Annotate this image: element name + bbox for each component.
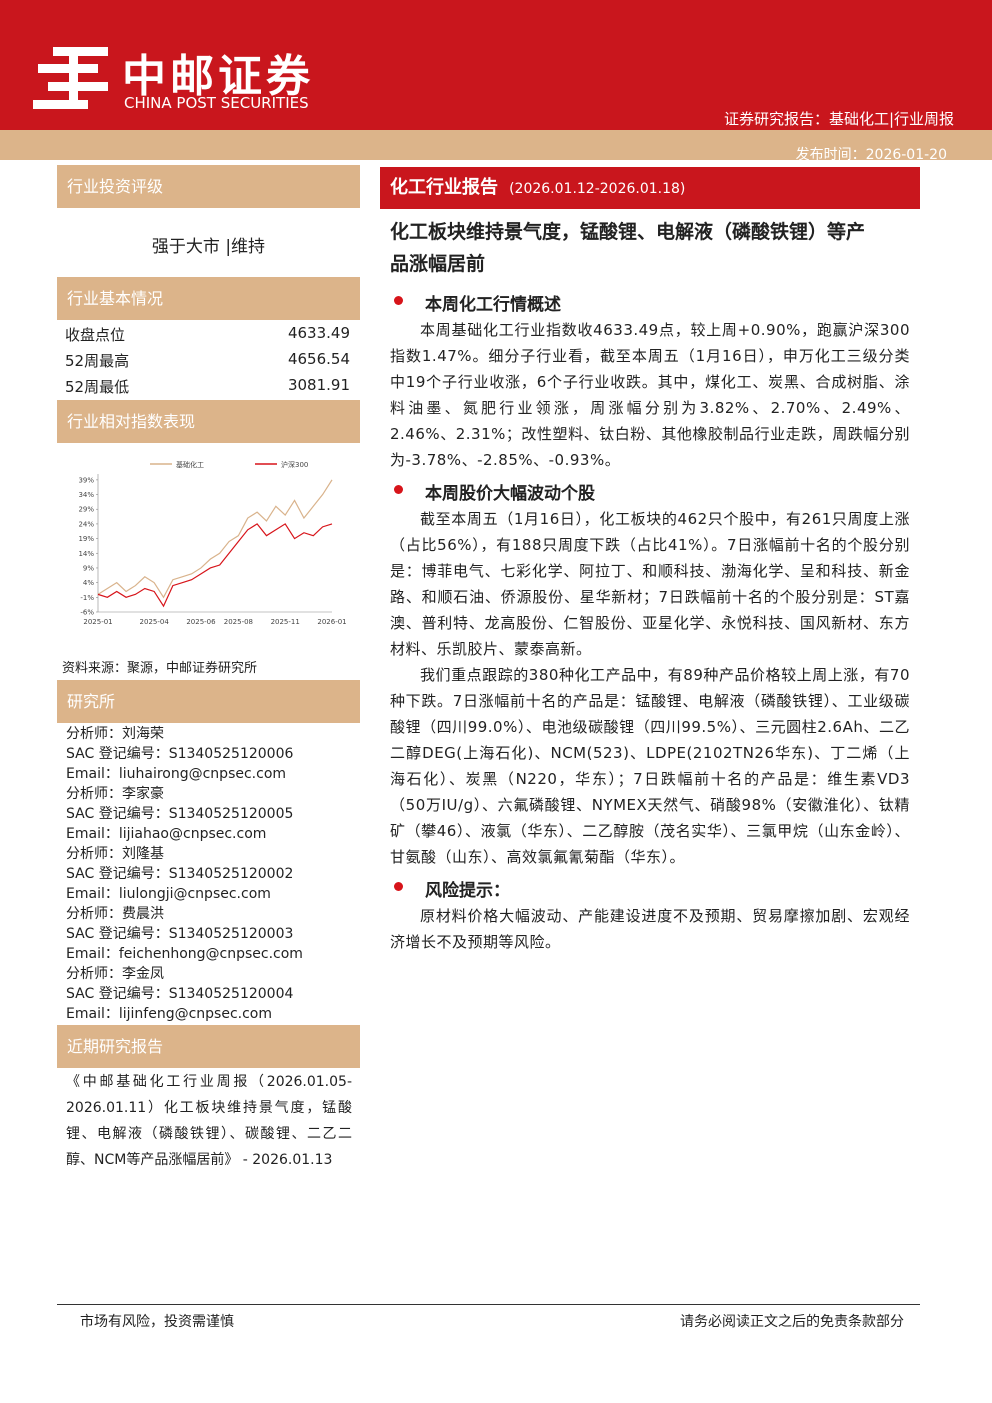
date-band	[0, 130, 992, 160]
footer-left: 市场有风险，投资需谨慎	[80, 1314, 234, 1330]
section-header: 研究所	[57, 680, 360, 723]
series-line	[97, 479, 333, 599]
recent-report: 《中邮基础化工行业周报（2026.01.05-2026.01.11）化工板块维持…	[66, 1074, 352, 1168]
analyst-line: 分析师：费晨洪	[66, 906, 164, 922]
analyst-line: Email：lijinfeng@cnpsec.com	[66, 1006, 272, 1022]
analyst-line: SAC 登记编号：S1340525120004	[66, 986, 294, 1002]
logo-en: CHINA POST SECURITIES	[124, 94, 309, 112]
analyst-line: Email：liulongji@cnpsec.com	[66, 886, 271, 902]
header-band	[0, 0, 992, 130]
logo-cn: 中邮证券	[122, 51, 314, 102]
x-tick-label: 2025-08	[224, 618, 253, 626]
report-type: 证券研究报告：基础化工|行业周报	[723, 110, 954, 128]
series-line	[97, 523, 333, 608]
chart: -6% -1% 4% 9% 14% 19% 24% 29% 34% 39% 2025-01 2025-…	[78, 460, 346, 626]
section-heading: 本周股价大幅波动个股	[390, 479, 910, 504]
y-tick-label: 9%	[83, 564, 94, 572]
section-heading: 本周化工行情概述	[390, 290, 910, 315]
paragraph: 原材料价格大幅波动、产能建设进度不及预期、贸易摩擦加剧、宏观经济增长不及预期等风…	[390, 907, 910, 951]
label: 52周最高	[65, 352, 130, 370]
basics-row: 收盘点位 4633.49	[65, 324, 350, 345]
x-tick-label: 2025-01	[83, 618, 112, 626]
report-title: 化工板块维持景气度，锰酸锂、电解液（磷酸铁锂）等产品涨幅居前	[390, 221, 866, 275]
analyst-line: 分析师：刘隆基	[66, 846, 164, 862]
y-tick-label: 29%	[78, 506, 94, 514]
analyst-line: 分析师：李金凤	[66, 966, 164, 982]
section-header: 行业基本情况	[57, 277, 360, 320]
analyst-line: SAC 登记编号：S1340525120002	[66, 866, 294, 882]
x-tick-label: 2025-06	[186, 618, 216, 626]
paragraph: 我们重点跟踪的380种化工产品中，有89种产品价格较上周上涨，有70种下跌。7日…	[390, 666, 910, 866]
legend-label: 基础化工	[176, 460, 204, 469]
y-tick-label: -1%	[80, 594, 94, 602]
y-tick-label: 4%	[83, 579, 94, 587]
analyst-line: Email：liuhairong@cnpsec.com	[66, 766, 287, 782]
banner-dates: (2026.01.12-2026.01.18)	[509, 181, 686, 197]
logo-mark	[33, 47, 108, 109]
analyst-line: Email：lijiahao@cnpsec.com	[66, 826, 267, 842]
x-tick-label: 2025-04	[140, 618, 170, 626]
chart-source: 资料来源：聚源，中邮证券研究所	[62, 661, 258, 676]
analyst-line: 分析师：李家豪	[66, 786, 164, 802]
y-tick-label: 19%	[78, 535, 94, 543]
x-tick-label: 2026-01	[317, 618, 346, 626]
y-tick-label: 34%	[78, 491, 94, 499]
y-tick-label: 24%	[78, 520, 94, 528]
analyst-line: 分析师：刘海荣	[66, 726, 164, 742]
analyst-list: 分析师：刘海荣 SAC 登记编号：S1340525120006 Email：liuh…	[66, 724, 303, 1024]
analyst-line: SAC 登记编号：S1340525120003	[66, 926, 294, 942]
x-tick-label: 2025-11	[271, 618, 300, 626]
y-tick-label: 39%	[78, 476, 94, 484]
y-tick-label: 14%	[78, 550, 94, 558]
analyst-line: Email：feichenhong@cnpsec.com	[66, 946, 303, 962]
section-header: 近期研究报告	[57, 1025, 360, 1068]
section-heading: 风险提示：	[390, 876, 910, 901]
section-header: 行业投资评级	[57, 165, 360, 208]
rating: 强于大市 |维持	[151, 237, 266, 257]
banner-title: 化工行业报告	[390, 177, 498, 198]
footer-rule	[57, 1304, 920, 1305]
paragraph: 截至本周五（1月16日），化工板块的462只个股中，有261只周度上涨（占比56…	[390, 510, 910, 658]
basics-row: 52周最高 4656.54	[65, 350, 350, 371]
analyst-line: SAC 登记编号：S1340525120006	[66, 746, 294, 762]
value: 4656.54	[287, 350, 350, 368]
paragraph: 本周基础化工行业指数收4633.49点，较上周+0.90%，跑赢沪深300指数1…	[390, 321, 910, 469]
publish-date: 发布时间：2026-01-20	[795, 147, 947, 163]
banner: 化工行业报告 (2026.01.12-2026.01.18)	[380, 167, 920, 209]
value: 3081.91	[287, 376, 350, 394]
y-tick-label: -6%	[80, 609, 94, 617]
basics-row: 52周最低 3081.91	[65, 376, 350, 397]
legend-label: 沪深300	[281, 460, 308, 469]
body: 本周化工行情概述本周基础化工行业指数收4633.49点，较上周+0.90%，跑赢…	[390, 284, 910, 955]
footer-right: 请务必阅读正文之后的免责条款部分	[680, 1314, 904, 1330]
analyst-line: SAC 登记编号：S1340525120005	[66, 806, 294, 822]
value: 4633.49	[287, 324, 350, 342]
label: 收盘点位	[65, 326, 126, 344]
label: 52周最低	[65, 378, 130, 396]
section-header: 行业相对指数表现	[57, 400, 360, 443]
